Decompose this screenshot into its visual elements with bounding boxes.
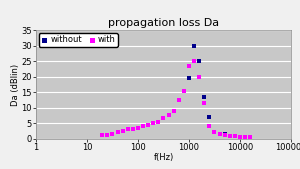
with (146, 123, 151, 126)
with (110, 133, 115, 135)
with (105, 134, 110, 136)
without (187, 77, 191, 80)
with (248, 136, 253, 139)
with (207, 125, 212, 128)
without (207, 116, 212, 118)
with (171, 109, 176, 112)
with (166, 114, 171, 117)
with (233, 135, 238, 138)
with (140, 125, 145, 128)
with (202, 102, 207, 104)
with (161, 117, 166, 120)
with (191, 60, 196, 63)
X-axis label: f(Hz): f(Hz) (153, 153, 174, 162)
with (131, 127, 136, 130)
with (100, 134, 105, 137)
with (187, 65, 191, 67)
with (242, 136, 247, 138)
Title: propagation loss Da: propagation loss Da (108, 18, 219, 28)
with (197, 75, 202, 78)
with (238, 135, 242, 138)
without (191, 44, 196, 47)
without (222, 133, 227, 135)
with (182, 89, 187, 92)
with (217, 133, 222, 135)
with (227, 135, 232, 137)
without (197, 60, 202, 63)
with (176, 99, 181, 101)
with (151, 122, 156, 125)
with (222, 134, 227, 137)
with (212, 131, 217, 134)
with (120, 129, 125, 132)
without (202, 95, 207, 98)
with (136, 126, 140, 129)
Legend: without, with: without, with (38, 33, 118, 47)
with (115, 131, 120, 134)
with (125, 128, 130, 131)
with (156, 120, 161, 123)
Y-axis label: Da (dBlin): Da (dBlin) (11, 63, 20, 106)
